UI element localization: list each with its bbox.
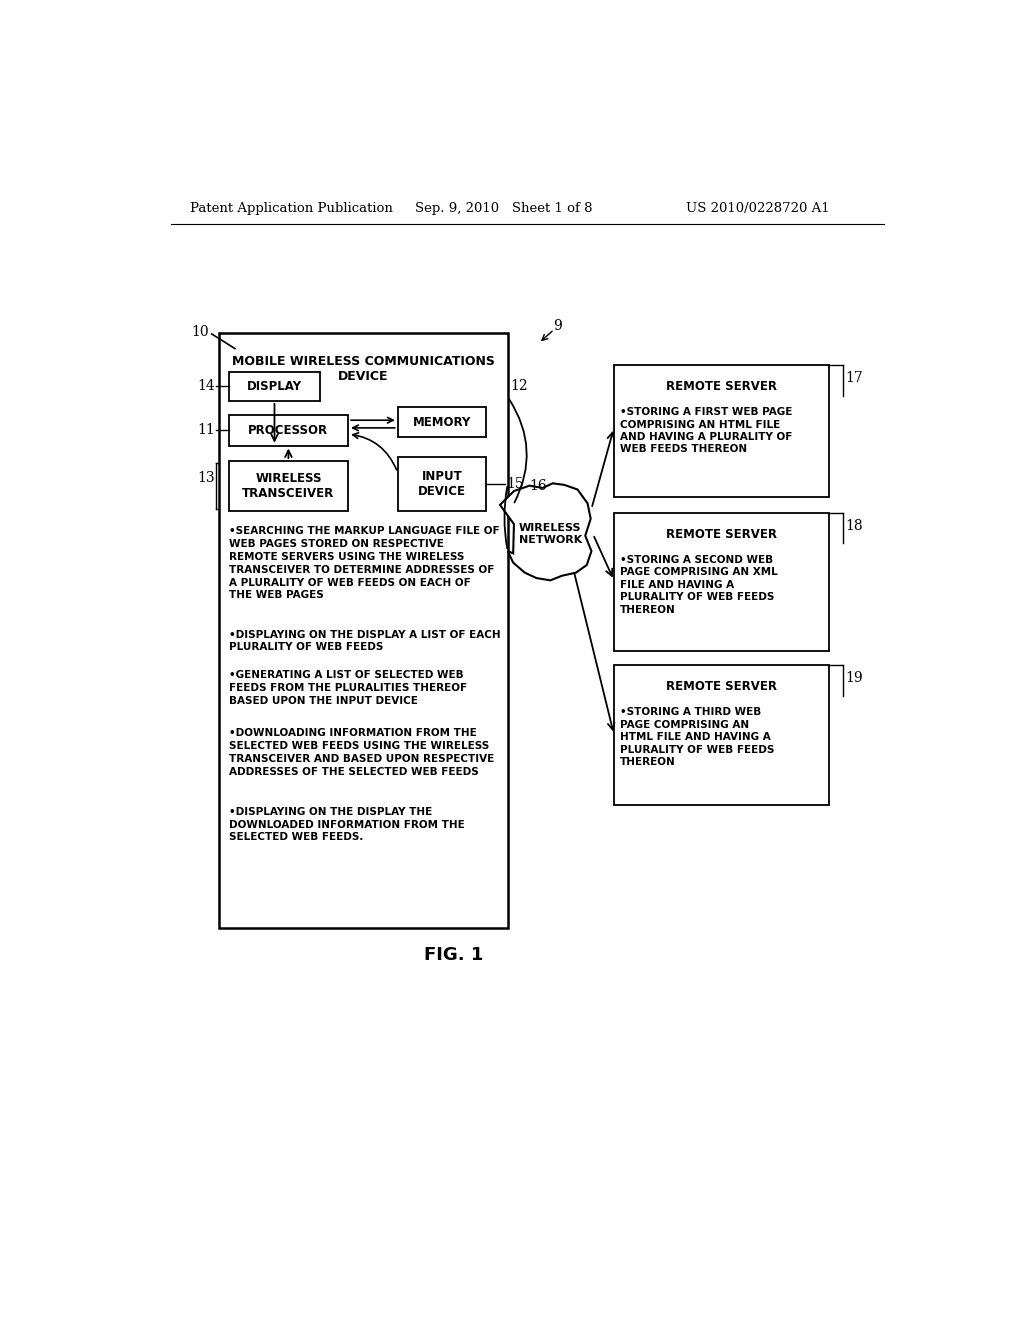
FancyBboxPatch shape: [228, 414, 348, 446]
Text: 19: 19: [845, 671, 862, 685]
Text: US 2010/0228720 A1: US 2010/0228720 A1: [686, 202, 829, 215]
Text: 11: 11: [197, 424, 215, 437]
Text: MOBILE WIRELESS COMMUNICATIONS
DEVICE: MOBILE WIRELESS COMMUNICATIONS DEVICE: [232, 355, 495, 383]
FancyBboxPatch shape: [614, 665, 829, 805]
FancyBboxPatch shape: [614, 364, 829, 498]
Text: 13: 13: [198, 471, 215, 484]
Text: FIG. 1: FIG. 1: [424, 946, 483, 965]
Text: 18: 18: [845, 519, 862, 533]
Text: 15: 15: [506, 477, 524, 491]
Text: DISPLAY: DISPLAY: [247, 380, 302, 393]
FancyBboxPatch shape: [614, 512, 829, 651]
Text: MEMORY: MEMORY: [413, 416, 471, 429]
Text: REMOTE SERVER: REMOTE SERVER: [667, 380, 777, 393]
Text: •DISPLAYING ON THE DISPLAY THE
DOWNLOADED INFORMATION FROM THE
SELECTED WEB FEED: •DISPLAYING ON THE DISPLAY THE DOWNLOADE…: [228, 807, 465, 842]
Text: 14: 14: [197, 379, 215, 393]
Text: REMOTE SERVER: REMOTE SERVER: [667, 681, 777, 693]
Text: •DISPLAYING ON THE DISPLAY A LIST OF EACH
PLURALITY OF WEB FEEDS: •DISPLAYING ON THE DISPLAY A LIST OF EAC…: [228, 630, 501, 652]
FancyBboxPatch shape: [219, 333, 508, 928]
Text: 9: 9: [553, 319, 561, 333]
Text: INPUT
DEVICE: INPUT DEVICE: [418, 470, 466, 498]
Text: REMOTE SERVER: REMOTE SERVER: [667, 528, 777, 541]
Text: 10: 10: [191, 325, 209, 339]
Text: •SEARCHING THE MARKUP LANGUAGE FILE OF
WEB PAGES STORED ON RESPECTIVE
REMOTE SER: •SEARCHING THE MARKUP LANGUAGE FILE OF W…: [228, 527, 500, 601]
Text: WIRELESS
NETWORK: WIRELESS NETWORK: [519, 523, 582, 545]
Text: 17: 17: [845, 371, 862, 385]
Text: PROCESSOR: PROCESSOR: [249, 424, 329, 437]
FancyBboxPatch shape: [228, 461, 348, 511]
FancyBboxPatch shape: [397, 407, 486, 437]
Text: WIRELESS
TRANSCEIVER: WIRELESS TRANSCEIVER: [243, 473, 335, 500]
Text: •STORING A THIRD WEB
PAGE COMPRISING AN
HTML FILE AND HAVING A
PLURALITY OF WEB : •STORING A THIRD WEB PAGE COMPRISING AN …: [621, 708, 774, 767]
Text: Sep. 9, 2010   Sheet 1 of 8: Sep. 9, 2010 Sheet 1 of 8: [415, 202, 592, 215]
Text: •GENERATING A LIST OF SELECTED WEB
FEEDS FROM THE PLURALITIES THEREOF
BASED UPON: •GENERATING A LIST OF SELECTED WEB FEEDS…: [228, 671, 467, 706]
Text: 12: 12: [510, 379, 527, 392]
Text: 16: 16: [529, 479, 547, 492]
Text: Patent Application Publication: Patent Application Publication: [190, 202, 393, 215]
FancyBboxPatch shape: [228, 372, 321, 401]
Text: •STORING A SECOND WEB
PAGE COMPRISING AN XML
FILE AND HAVING A
PLURALITY OF WEB : •STORING A SECOND WEB PAGE COMPRISING AN…: [621, 554, 778, 615]
Text: •STORING A FIRST WEB PAGE
COMPRISING AN HTML FILE
AND HAVING A PLURALITY OF
WEB : •STORING A FIRST WEB PAGE COMPRISING AN …: [621, 407, 793, 454]
Text: •DOWNLOADING INFORMATION FROM THE
SELECTED WEB FEEDS USING THE WIRELESS
TRANSCEI: •DOWNLOADING INFORMATION FROM THE SELECT…: [228, 729, 494, 776]
FancyBboxPatch shape: [397, 457, 486, 511]
Polygon shape: [500, 483, 592, 581]
